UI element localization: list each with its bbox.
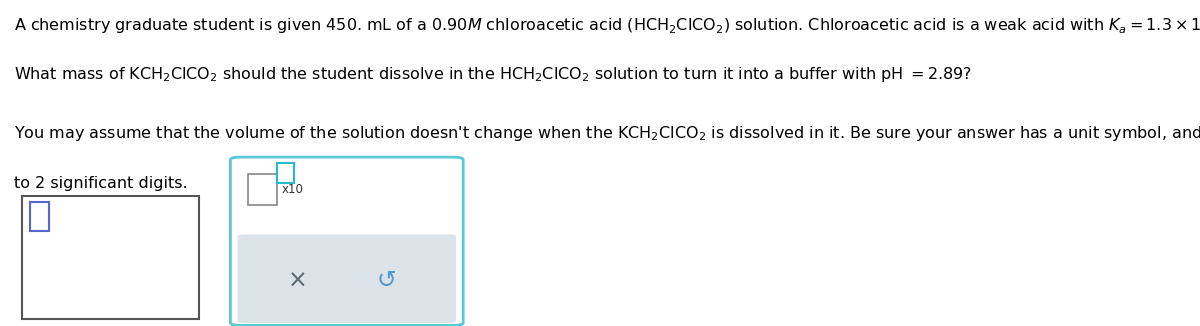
Text: ×: × [288,268,307,292]
Text: You may assume that the volume of the solution doesn't change when the $\mathrm{: You may assume that the volume of the so… [14,124,1200,143]
Bar [30,202,49,231]
FancyBboxPatch shape [238,234,456,323]
Bar [277,163,294,183]
Bar [248,174,277,205]
Text: to 2 significant digits.: to 2 significant digits. [14,176,188,191]
Bar [22,196,199,319]
FancyBboxPatch shape [230,157,463,325]
Text: A chemistry graduate student is given 450. mL of a 0.90$M$ chloroacetic acid $\l: A chemistry graduate student is given 45… [14,15,1200,37]
Text: ↺: ↺ [377,268,396,292]
Text: x10: x10 [282,183,304,196]
Text: What mass of $\mathrm{KCH_2ClCO_2}$ should the student dissolve in the $\mathrm{: What mass of $\mathrm{KCH_2ClCO_2}$ shou… [14,65,972,84]
